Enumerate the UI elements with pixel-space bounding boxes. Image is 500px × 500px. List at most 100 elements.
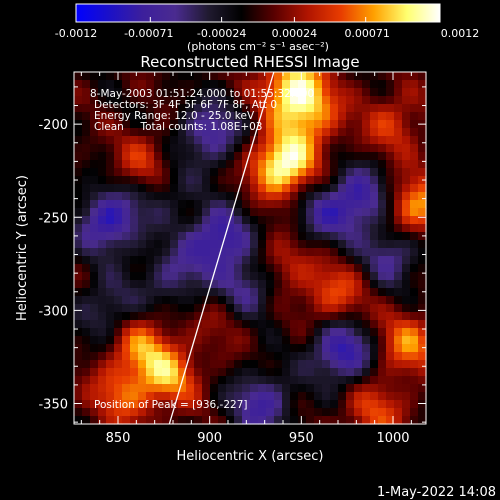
heatmap-cell — [266, 184, 275, 193]
heatmap-cell — [98, 392, 107, 401]
heatmap-cell — [386, 168, 395, 177]
heatmap-cell — [378, 160, 387, 169]
heatmap-cell — [74, 344, 83, 353]
heatmap-cell — [346, 320, 355, 329]
heatmap-cell — [418, 320, 427, 329]
heatmap-cell — [178, 184, 187, 193]
heatmap-cell — [250, 256, 259, 265]
heatmap-cell — [202, 320, 211, 329]
heatmap-cell — [98, 264, 107, 273]
heatmap-cell — [394, 176, 403, 185]
heatmap-cell — [130, 176, 139, 185]
heatmap-cell — [338, 296, 347, 305]
heatmap-cell — [410, 104, 419, 113]
heatmap-cell — [226, 168, 235, 177]
heatmap-cell — [178, 416, 187, 425]
colorbar-unit-label: (photons cm⁻² s⁻¹ asec⁻²) — [187, 40, 329, 53]
heatmap-cell — [322, 144, 331, 153]
heatmap-cell — [122, 80, 131, 89]
heatmap-cell — [194, 192, 203, 201]
heatmap-cell — [378, 152, 387, 161]
heatmap-cell — [146, 96, 155, 105]
heatmap-cell — [274, 408, 283, 417]
heatmap-cell — [338, 344, 347, 353]
heatmap-cell — [258, 152, 267, 161]
heatmap-cell — [218, 400, 227, 409]
heatmap-cell — [386, 128, 395, 137]
heatmap-cell — [378, 336, 387, 345]
heatmap-cell — [234, 416, 243, 425]
heatmap-cell — [154, 280, 163, 289]
colorbar-tick-label: 0.0012 — [441, 27, 480, 40]
heatmap-cell — [146, 256, 155, 265]
heatmap-cell — [130, 376, 139, 385]
heatmap-cell — [290, 416, 299, 425]
heatmap-cell — [130, 328, 139, 337]
heatmap-cell — [250, 272, 259, 281]
heatmap-cell — [314, 368, 323, 377]
heatmap-cell — [170, 376, 179, 385]
heatmap-cell — [322, 104, 331, 113]
heatmap-cell — [234, 72, 243, 81]
heatmap-cell — [194, 208, 203, 217]
heatmap-cell — [74, 360, 83, 369]
heatmap-cell — [250, 144, 259, 153]
heatmap-cell — [226, 208, 235, 217]
heatmap-cell — [410, 120, 419, 129]
heatmap-cell — [210, 136, 219, 145]
heatmap-cell — [186, 160, 195, 169]
heatmap-cell — [202, 312, 211, 321]
heatmap-cell — [410, 376, 419, 385]
heatmap-cell — [298, 256, 307, 265]
heatmap-cell — [306, 176, 315, 185]
heatmap-cell — [410, 384, 419, 393]
heatmap-cell — [106, 96, 115, 105]
heatmap-cell — [90, 376, 99, 385]
heatmap-cell — [130, 392, 139, 401]
heatmap-cell — [418, 136, 427, 145]
heatmap-cell — [234, 144, 243, 153]
heatmap-cell — [146, 344, 155, 353]
heatmap-cell — [186, 128, 195, 137]
heatmap-cell — [242, 112, 251, 121]
heatmap-cell — [186, 344, 195, 353]
heatmap-cell — [314, 312, 323, 321]
heatmap-cell — [306, 296, 315, 305]
heatmap-cell — [162, 352, 171, 361]
heatmap-cell — [338, 120, 347, 129]
heatmap-cell — [234, 136, 243, 145]
heatmap-cell — [114, 384, 123, 393]
heatmap-cell — [258, 184, 267, 193]
footer-date: 1-May-2022 14:08 — [377, 485, 496, 500]
heatmap-cell — [218, 408, 227, 417]
heatmap-cell — [306, 280, 315, 289]
heatmap-cell — [306, 264, 315, 273]
heatmap-cell — [218, 392, 227, 401]
heatmap-cell — [242, 168, 251, 177]
heatmap-cell — [106, 208, 115, 217]
heatmap-cell — [194, 120, 203, 129]
heatmap-cell — [218, 128, 227, 137]
heatmap-cell — [354, 416, 363, 425]
heatmap-cell — [282, 200, 291, 209]
heatmap-cell — [378, 264, 387, 273]
heatmap-cell — [322, 176, 331, 185]
heatmap-cell — [186, 232, 195, 241]
heatmap-cell — [338, 392, 347, 401]
heatmap-cell — [154, 288, 163, 297]
heatmap-cell — [402, 104, 411, 113]
heatmap-cell — [178, 120, 187, 129]
heatmap-cell — [250, 320, 259, 329]
heatmap-cell — [290, 72, 299, 81]
heatmap-cell — [202, 384, 211, 393]
heatmap-cell — [178, 160, 187, 169]
heatmap-cell — [418, 160, 427, 169]
heatmap-cell — [370, 264, 379, 273]
heatmap-cell — [186, 152, 195, 161]
heatmap-cell — [330, 192, 339, 201]
heatmap-cell — [122, 208, 131, 217]
heatmap-cell — [346, 400, 355, 409]
heatmap-cell — [354, 264, 363, 273]
heatmap-cell — [178, 352, 187, 361]
heatmap-cell — [410, 344, 419, 353]
